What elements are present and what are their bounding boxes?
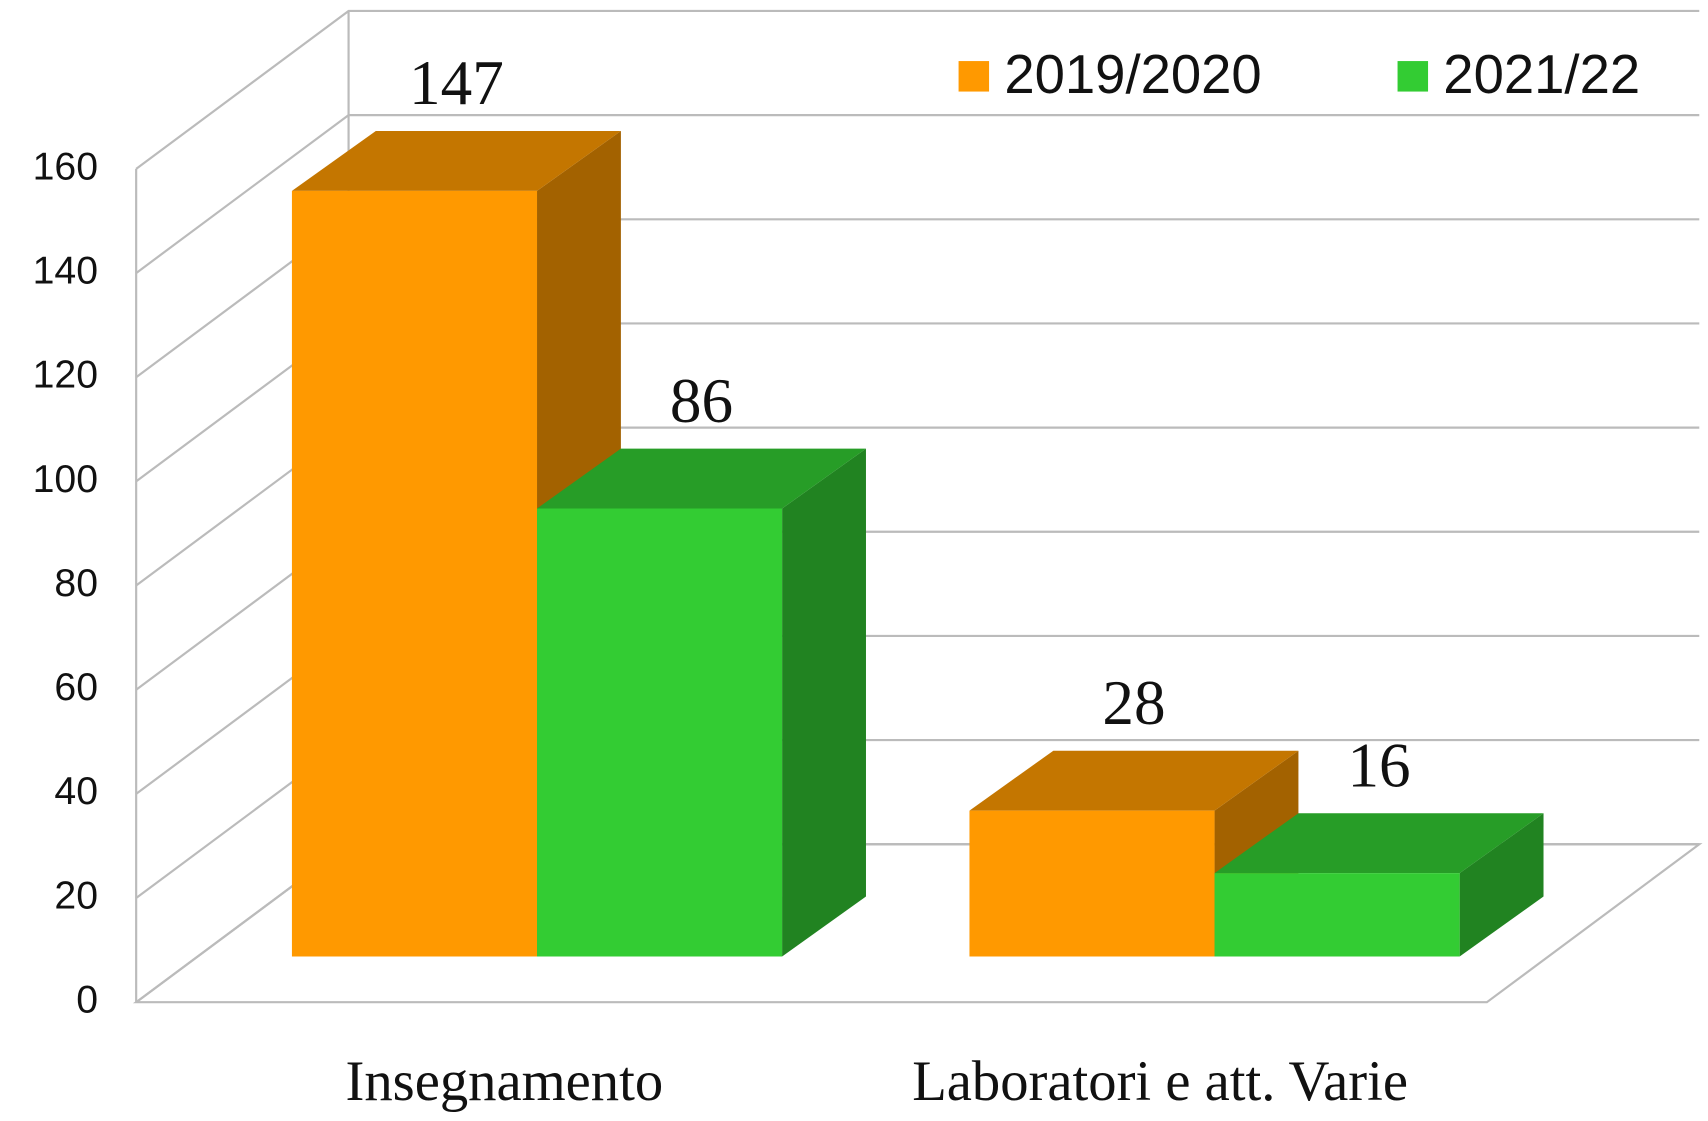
y-tick-label: 60: [54, 666, 98, 709]
value-label: 86: [670, 366, 733, 436]
value-label: 147: [409, 48, 504, 118]
legend-swatch: [1397, 61, 1429, 92]
bar-front: [291, 190, 538, 957]
y-tick-label: 20: [54, 874, 98, 917]
bar-top: [291, 130, 621, 191]
value-label: 16: [1347, 730, 1410, 800]
bar-side: [782, 448, 866, 957]
bar-front: [537, 508, 783, 957]
legend-swatch: [958, 61, 990, 92]
legend-label: 2021/22: [1443, 44, 1640, 105]
x-tick-label: Insegnamento: [346, 1051, 664, 1113]
y-tick-label: 0: [76, 979, 98, 1022]
bar: [1214, 813, 1544, 957]
legend-label: 2019/2020: [1004, 44, 1261, 105]
y-tick-label: 40: [54, 770, 98, 813]
bar: [537, 448, 866, 957]
bar-top: [969, 750, 1299, 811]
value-label: 28: [1102, 668, 1165, 738]
bar-front: [969, 810, 1215, 957]
bar-front: [1214, 873, 1460, 957]
y-tick-label: 100: [33, 458, 98, 501]
x-tick-label: Laboratori e att. Varie: [912, 1051, 1408, 1113]
grid-line: [135, 9, 1700, 170]
y-tick-label: 120: [33, 354, 98, 397]
y-tick-label: 80: [54, 562, 98, 605]
grid-line: [135, 114, 1700, 274]
bar-side: [1459, 813, 1544, 957]
bar-top: [537, 448, 866, 509]
y-tick-label: 140: [33, 249, 98, 292]
bar-top: [1214, 813, 1544, 874]
y-tick-label: 160: [33, 145, 98, 188]
